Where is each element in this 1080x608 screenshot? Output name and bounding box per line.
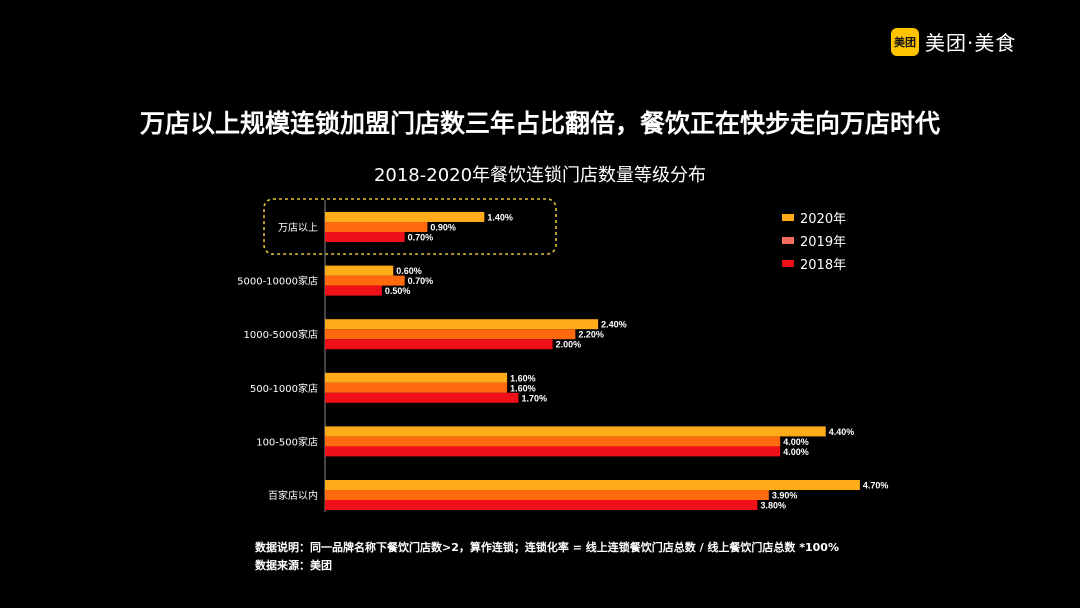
category-label: 5000-10000家店 <box>237 275 318 288</box>
legend-label: 2018年 <box>800 258 847 273</box>
highlight-box <box>263 198 557 255</box>
legend-item: 2020年 <box>782 206 846 229</box>
bar <box>325 446 781 457</box>
bar <box>325 275 405 286</box>
bar <box>325 265 394 276</box>
data-label: 2.40% <box>601 320 627 330</box>
bar <box>325 222 428 232</box>
data-label: 4.70% <box>863 481 889 491</box>
data-label: 0.60% <box>396 266 422 276</box>
data-label: 3.80% <box>760 501 786 511</box>
bar <box>325 500 758 510</box>
legend-item: 2019年 <box>782 229 846 252</box>
category-label: 100-500家店 <box>256 435 318 448</box>
bar <box>325 392 519 403</box>
data-label: 1.60% <box>510 383 536 393</box>
data-label: 0.50% <box>385 286 411 296</box>
bar <box>325 319 599 330</box>
category-label: 百家店以内 <box>268 489 318 502</box>
bar <box>325 372 508 383</box>
bar <box>325 382 508 393</box>
data-label: 4.00% <box>783 437 809 447</box>
chart-title: 2018-2020年餐饮连锁门店数量等级分布 <box>373 165 707 186</box>
data-label: 1.40% <box>487 213 513 223</box>
data-label: 1.70% <box>521 393 547 403</box>
legend-swatch <box>782 260 794 267</box>
legend: 2020年 2019年 2018年 <box>782 206 846 275</box>
legend-label: 2020年 <box>800 212 847 227</box>
data-label: 1.60% <box>510 373 536 383</box>
bar <box>325 212 485 222</box>
data-label: 0.70% <box>408 276 434 286</box>
bar <box>325 490 769 500</box>
bar <box>325 285 382 296</box>
data-label: 4.40% <box>829 427 855 437</box>
meituan-logo: 美团 美团·美食 <box>891 27 1016 56</box>
bar <box>325 480 860 490</box>
logo-text: 美团·美食 <box>925 31 1017 55</box>
data-label: 0.70% <box>408 233 434 243</box>
footnotes: 数据说明：同一品牌名称下餐饮门店数>2，算作连锁；连锁化率 = 线上连锁餐饮门店… <box>255 539 839 575</box>
legend-swatch <box>782 214 794 221</box>
slide-title: 万店以上规模连锁加盟门店数三年占比翻倍，餐饮正在快步走向万店时代 <box>139 109 940 138</box>
data-label: 3.90% <box>772 491 798 501</box>
category-label: 500-1000家店 <box>250 382 318 395</box>
bar <box>325 232 405 242</box>
bar <box>325 339 553 350</box>
bar <box>325 329 576 340</box>
category-label: 1000-5000家店 <box>243 328 318 341</box>
data-label: 2.20% <box>578 330 604 340</box>
data-description: 数据说明：同一品牌名称下餐饮门店数>2，算作连锁；连锁化率 = 线上连锁餐饮门店… <box>255 541 839 554</box>
category-label: 万店以上 <box>278 221 318 234</box>
legend-item: 2018年 <box>782 252 846 275</box>
bar <box>325 436 781 447</box>
data-source: 数据来源：美团 <box>255 559 332 572</box>
bar <box>325 426 826 437</box>
data-label: 0.90% <box>430 223 456 233</box>
logo-badge: 美团 <box>891 27 919 56</box>
data-label: 2.00% <box>556 340 582 350</box>
legend-swatch <box>782 237 794 244</box>
legend-label: 2019年 <box>800 235 847 250</box>
data-label: 4.00% <box>783 447 809 457</box>
